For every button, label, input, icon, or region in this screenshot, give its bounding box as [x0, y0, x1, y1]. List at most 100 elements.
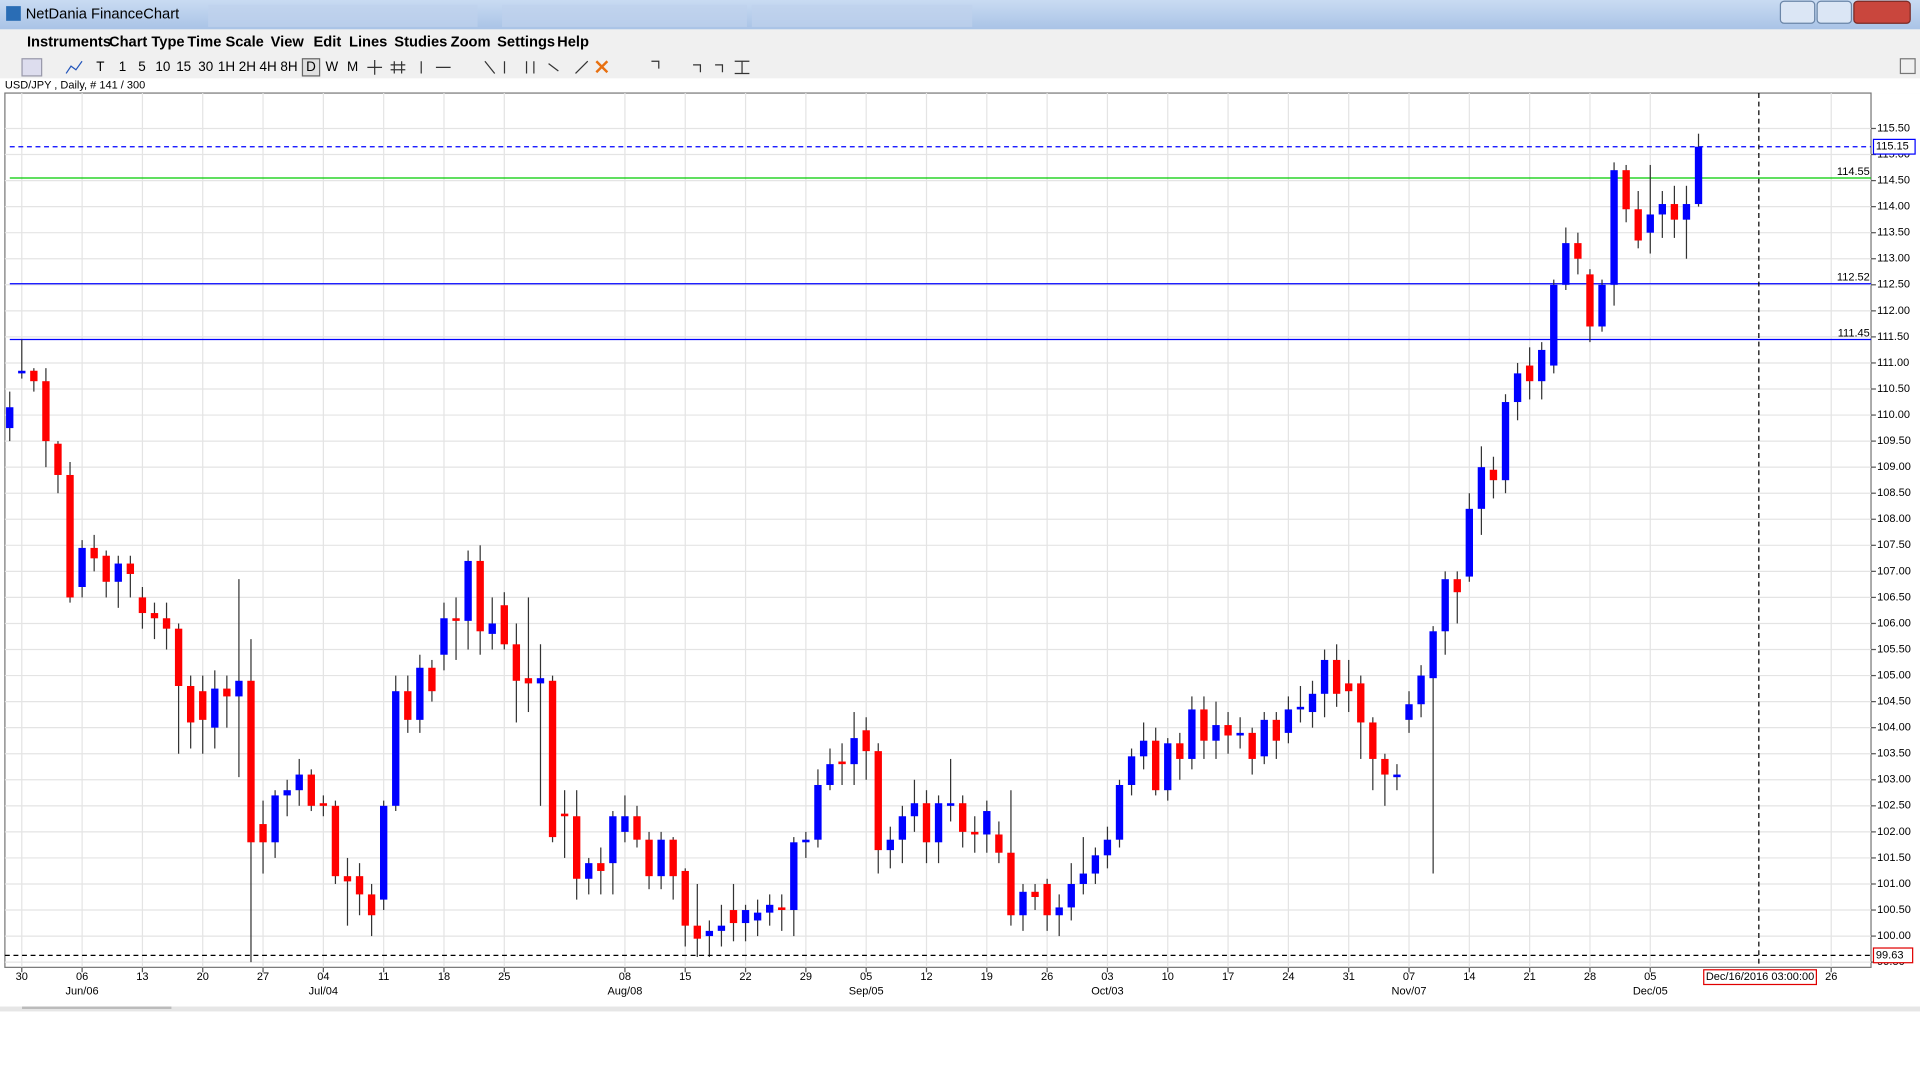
candle-body	[573, 816, 581, 879]
candle-body	[186, 685, 195, 723]
tool-icons[interactable]	[367, 60, 750, 75]
candle-body	[1236, 732, 1244, 736]
menu-item[interactable]: Lines	[349, 35, 387, 51]
menu-item[interactable]: Help	[557, 35, 589, 51]
candle-body	[162, 618, 171, 629]
timescale-button[interactable]: 8H	[280, 59, 297, 74]
candle-body	[657, 839, 665, 877]
candle-body	[669, 839, 677, 877]
menu-item[interactable]: Instruments	[27, 35, 111, 51]
y-tick-label: 105.50	[1877, 643, 1911, 655]
x-tick-label: 26	[1041, 971, 1053, 983]
candle-body	[1525, 365, 1534, 382]
candle-body	[512, 644, 521, 681]
y-tick-label: 111.00	[1877, 357, 1909, 369]
timescale-button[interactable]: 30	[198, 59, 213, 74]
menu-item[interactable]: Edit	[313, 35, 341, 51]
candle-body	[609, 816, 617, 864]
tab[interactable]	[751, 4, 973, 27]
tool-button[interactable]	[21, 58, 43, 77]
candle-body	[452, 618, 460, 621]
candle-body	[476, 560, 484, 632]
menu-item[interactable]: Settings	[497, 35, 555, 51]
delete-icon[interactable]	[595, 60, 609, 74]
candle-body	[536, 678, 545, 684]
candle-body	[778, 907, 786, 911]
candle-body	[922, 803, 931, 843]
line-chart-icon[interactable]	[65, 60, 83, 74]
maximize-button[interactable]	[1816, 0, 1853, 24]
x-month-label: Nov/07	[1392, 986, 1427, 998]
candle-body	[1574, 243, 1582, 259]
candle-body	[705, 930, 714, 937]
menu-item[interactable]: Time Scale	[187, 35, 263, 51]
candle-body	[1127, 756, 1136, 785]
candle-body	[138, 597, 147, 614]
candle-body	[1489, 469, 1498, 481]
menu-item[interactable]: Chart Type	[109, 35, 185, 51]
timescale-button[interactable]: 1	[119, 59, 126, 74]
timescale-button[interactable]: M	[347, 59, 358, 74]
candle-body	[1115, 784, 1124, 840]
y-tick-label: 115.50	[1877, 122, 1910, 134]
close-button[interactable]	[1853, 0, 1911, 24]
timescale-button[interactable]: 5	[138, 59, 145, 74]
timescale-button[interactable]: D	[306, 59, 316, 74]
timescale-button[interactable]: 1H	[218, 59, 235, 74]
candle-body	[223, 688, 231, 697]
candle-body	[1007, 852, 1015, 916]
candle-body	[1103, 839, 1112, 856]
timescale-button[interactable]: T	[96, 59, 104, 74]
y-tick-label: 100.50	[1877, 904, 1911, 916]
timescale-button[interactable]: 15	[176, 59, 191, 74]
timescale-button[interactable]: 4H	[260, 59, 277, 74]
candle-body	[946, 803, 955, 806]
candle-body	[1067, 883, 1075, 908]
timescale-button[interactable]: 2H	[239, 59, 256, 74]
active-box	[301, 58, 321, 77]
x-tick-label: 20	[197, 971, 209, 983]
candle-body	[1393, 774, 1401, 778]
y-tick-label: 111.50	[1877, 331, 1909, 343]
candle-body	[741, 910, 750, 924]
minimize-button[interactable]	[1779, 0, 1816, 24]
tab[interactable]	[208, 4, 478, 27]
y-tick-label: 108.50	[1877, 487, 1911, 499]
scroll-thumb[interactable]	[22, 1006, 172, 1009]
candle-body	[54, 443, 62, 475]
candle-body	[30, 370, 38, 382]
y-tick-label: 107.50	[1877, 539, 1911, 551]
candle-body	[898, 816, 907, 840]
candle-body	[66, 474, 74, 598]
candle-body	[1610, 170, 1618, 285]
tab[interactable]	[502, 4, 747, 27]
candle-body	[814, 784, 822, 840]
timescale-button[interactable]: 10	[155, 59, 170, 74]
menu-item[interactable]: View	[271, 35, 305, 51]
x-tick-label: 30	[16, 971, 28, 983]
x-month-label: Aug/08	[607, 986, 642, 998]
candle-body	[971, 831, 979, 835]
x-month-label: Jul/04	[309, 986, 338, 998]
y-tick-label: 100.00	[1877, 930, 1911, 942]
candle-body	[500, 605, 508, 645]
timescale-button[interactable]: W	[325, 59, 338, 74]
candle-body	[1200, 709, 1208, 741]
candle-body	[693, 925, 701, 939]
candle-body	[886, 839, 894, 851]
panel-button[interactable]	[1899, 58, 1916, 75]
y-tick-label: 101.00	[1877, 878, 1911, 890]
menu-item[interactable]: Studies	[394, 35, 447, 51]
candle-body	[440, 618, 448, 655]
menu-item[interactable]: Zoom	[451, 35, 491, 51]
y-tick-label: 102.00	[1877, 826, 1911, 838]
y-tick-label: 106.50	[1877, 591, 1911, 603]
x-tick-label: 06	[76, 971, 88, 983]
candle-body	[874, 751, 882, 851]
candle-body	[621, 816, 629, 832]
x-tick-label: 04	[317, 971, 329, 983]
candle-body	[283, 790, 291, 796]
candle-body	[1284, 709, 1293, 733]
